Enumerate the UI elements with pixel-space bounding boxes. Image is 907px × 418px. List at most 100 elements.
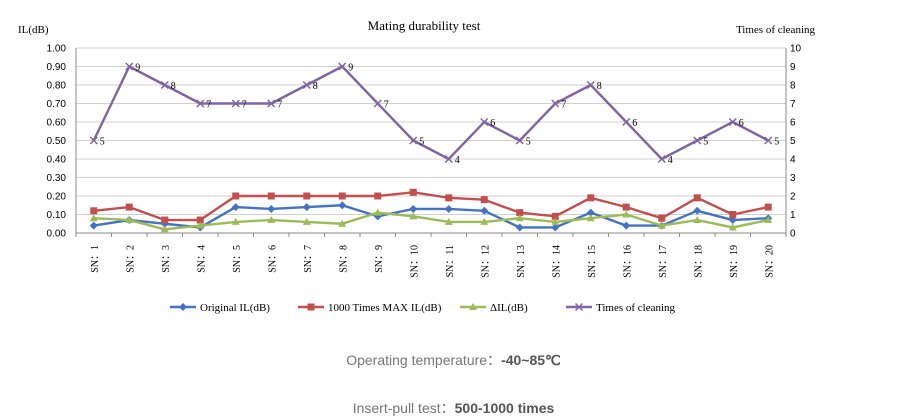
y-tick-label: 0.60: [47, 118, 67, 129]
marker-stroke: [160, 80, 169, 90]
data-label: 5: [703, 137, 708, 148]
data-point: [231, 203, 240, 212]
data-point: [338, 192, 346, 200]
legend-marker: [307, 303, 315, 311]
insert-pull-caption: Insert-pull test：500-1000 times: [0, 398, 907, 418]
data-point: [587, 194, 595, 202]
x-tick-label: SN：3: [161, 245, 172, 273]
data-point: [693, 216, 702, 224]
series-group: 5 9 8 7 7 7 8 9 7 5 4 6 5 7 8 6 4 5 6 5: [89, 62, 779, 233]
data-point: [231, 217, 240, 225]
y2-axis-title: Times of cleaning: [736, 24, 816, 36]
x-tick-label: SN：13: [516, 245, 527, 278]
data-point: [658, 214, 666, 222]
data-point: [515, 214, 524, 222]
data-point: [551, 223, 560, 232]
data-point: [622, 117, 631, 127]
data-point: [551, 217, 560, 225]
marker-stroke: [764, 136, 773, 145]
data-point: [586, 214, 595, 222]
data-label: 6: [739, 118, 744, 129]
y-axis-title: IL(dB): [18, 24, 49, 36]
marker-stroke: [89, 136, 98, 145]
x-tick-label: SN：1: [90, 245, 101, 273]
data-point: [338, 62, 347, 71]
marker-stroke: [657, 154, 666, 164]
data-point: [551, 99, 560, 108]
data-label: 5: [526, 137, 531, 148]
y2-tick-label: 1: [790, 210, 796, 221]
data-point: [231, 99, 240, 108]
data-label: 7: [277, 100, 282, 111]
data-point: [586, 80, 595, 90]
data-point: [693, 194, 701, 202]
y2-tick-label: 5: [790, 136, 796, 147]
marker-stroke: [125, 62, 134, 71]
data-point: [480, 117, 489, 127]
grid: [76, 47, 786, 215]
marker-stroke: [373, 99, 382, 108]
x-tick-label: SN：11: [445, 245, 456, 277]
insert-pull-value: 500-1000 times: [454, 400, 555, 416]
data-point: [693, 206, 702, 215]
axes: 0.00 0.10 0.20 0.30 0.40 0.50 0.60 0.70 0.80 0.90…: [47, 44, 802, 278]
legend-label: 1000 Times MAX IL(dB): [328, 302, 442, 314]
marker-stroke: [693, 136, 702, 145]
marker-stroke: [515, 136, 524, 145]
legend-marker: [469, 303, 477, 310]
data-point: [622, 210, 631, 218]
chart: Mating durability test IL(dB) Times of c…: [18, 18, 816, 314]
legend-label: Times of cleaning: [596, 302, 676, 314]
data-point: [160, 80, 169, 90]
data-label: 4: [668, 155, 673, 166]
data-point: [728, 216, 737, 225]
marker-stroke: [196, 99, 205, 108]
y2-tick-label: 7: [790, 99, 796, 110]
data-point: [125, 203, 133, 211]
y-tick-label: 0.70: [47, 99, 67, 110]
data-label: 7: [561, 100, 566, 111]
data-point: [693, 136, 702, 145]
x-tick-label: SN：6: [267, 245, 278, 273]
data-point: [515, 223, 524, 232]
x-tick-label: SN：8: [338, 245, 349, 273]
y-tick-label: 0.50: [47, 136, 67, 147]
data-point: [409, 188, 417, 196]
data-point: [728, 223, 737, 231]
y2-tick-label: 8: [790, 81, 796, 92]
data-point: [196, 221, 205, 229]
data-point: [657, 154, 666, 164]
data-point: [160, 225, 169, 233]
data-point: [373, 208, 382, 216]
y-tick-label: 0.10: [47, 210, 67, 221]
data-label: 7: [384, 100, 389, 111]
y-tick-label: 0.00: [47, 229, 67, 240]
x-tick-label: SN：7: [303, 245, 314, 273]
data-point: [729, 211, 737, 218]
y2-tick-label: 4: [790, 155, 796, 166]
data-point: [267, 216, 276, 224]
marker-stroke: [444, 154, 453, 164]
marker-stroke: [480, 117, 489, 127]
data-point: [338, 219, 347, 227]
data-point: [125, 216, 134, 224]
data-label: 7: [242, 100, 247, 111]
data-label: 7: [206, 100, 211, 111]
data-point: [444, 204, 453, 213]
marker-stroke: [728, 117, 737, 127]
data-label: 9: [135, 63, 140, 74]
data-label: 8: [313, 81, 318, 92]
marker-stroke: [622, 117, 631, 127]
y-tick-label: 0.30: [47, 173, 67, 184]
data-point: [90, 207, 98, 215]
data-point: [125, 62, 134, 71]
insert-pull-label: Insert-pull test：: [352, 400, 455, 416]
data-point: [444, 217, 453, 225]
data-point: [445, 194, 453, 202]
series-line: [93, 191, 769, 222]
data-label: 4: [455, 155, 460, 166]
x-tick-label: SN：10: [409, 245, 420, 278]
series-line: [92, 65, 769, 161]
data-label: 8: [171, 81, 176, 92]
x-tick-label: SN：14: [551, 245, 562, 278]
